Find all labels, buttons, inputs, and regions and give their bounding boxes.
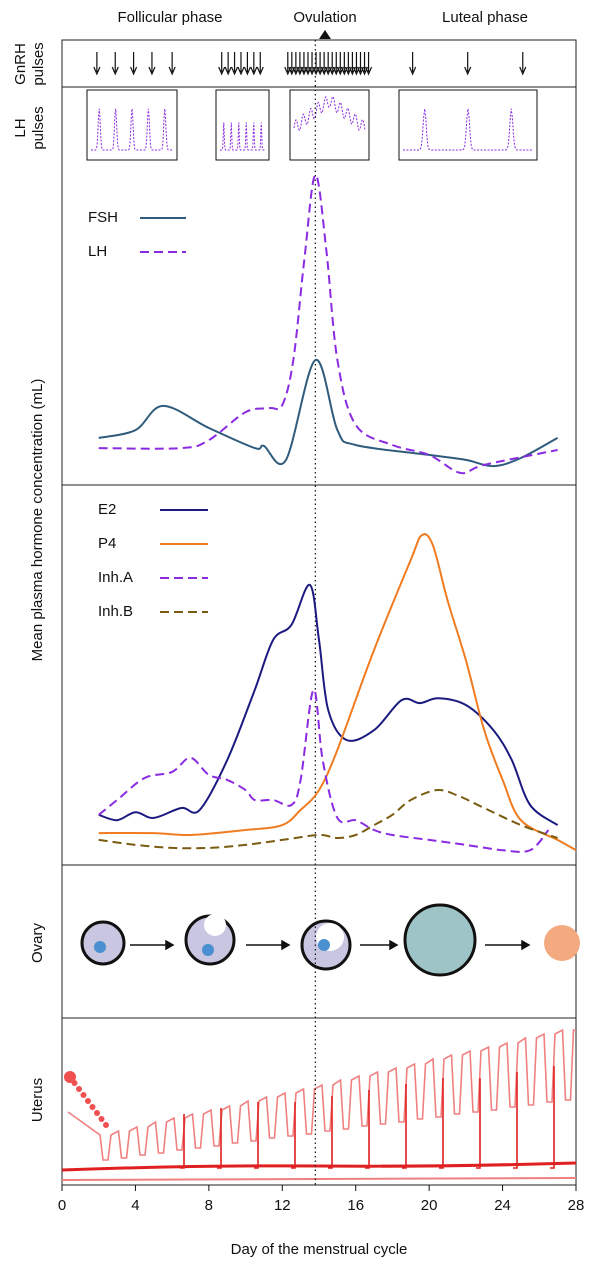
- frames: [61, 39, 577, 1186]
- lh-pulses-label: LH pulses: [12, 106, 47, 149]
- gnrh-pulse: [243, 52, 251, 76]
- spiral-artery: [217, 1108, 222, 1169]
- legend-label: E2: [98, 501, 116, 518]
- row-label: Ovary: [29, 923, 46, 964]
- spiral-artery: [328, 1096, 333, 1169]
- gnrh-pulse: [130, 52, 138, 76]
- series-line: [98, 173, 558, 475]
- gnrh-pulse: [231, 52, 239, 76]
- legend-label: Inh.B: [98, 603, 133, 620]
- gnrh-pulse: [409, 52, 417, 76]
- row-label: pulses: [30, 106, 47, 149]
- spiral-artery: [513, 1072, 518, 1169]
- x-tick-label: 8: [205, 1197, 213, 1214]
- pulse-trace: [91, 108, 173, 151]
- x-tick-label: 4: [131, 1197, 139, 1214]
- x-tick-label: 16: [347, 1197, 364, 1214]
- gnrh-pulse: [93, 52, 101, 76]
- row-label: GnRH: [12, 43, 29, 85]
- gnrh-pulse: [224, 52, 232, 76]
- spiral-artery: [550, 1066, 555, 1169]
- x-tick-label: 0: [58, 1197, 66, 1214]
- legend-label: FSH: [88, 209, 118, 226]
- endometrium-base: [61, 1177, 577, 1181]
- menstrual-debris: [76, 1086, 82, 1092]
- spiral-artery: [439, 1078, 444, 1169]
- menstrual-debris: [80, 1092, 87, 1098]
- spiral-artery: [365, 1090, 370, 1169]
- phase-label: Luteal phase: [442, 9, 528, 26]
- series-line: [98, 788, 558, 850]
- spiral-artery: [402, 1084, 407, 1169]
- ovary-illustration: [80, 903, 580, 977]
- menstrual-debris: [64, 1071, 76, 1083]
- row-label: LH: [12, 118, 29, 137]
- pulse-box: [398, 89, 538, 161]
- phase-label: Follicular phase: [117, 9, 222, 26]
- phase-label: Ovulation: [293, 9, 356, 26]
- spiral-artery: [291, 1102, 296, 1169]
- gnrh-pulse: [237, 52, 245, 76]
- pulse-box: [86, 89, 178, 161]
- x-tick-label: 24: [494, 1197, 511, 1214]
- pulse-box: [289, 89, 370, 161]
- x-tick-label: 12: [274, 1197, 291, 1214]
- uterus-illustration: [61, 1028, 577, 1181]
- menstrual-debris: [98, 1116, 105, 1122]
- row-label: pulses: [30, 42, 47, 85]
- pulse-trace: [293, 96, 366, 132]
- series-line: [98, 688, 550, 853]
- gnrh-pulse: [111, 52, 119, 76]
- spiral-artery: [254, 1102, 259, 1169]
- gnrh-pulse: [168, 52, 176, 76]
- menstrual-debris: [89, 1104, 96, 1110]
- spiral-artery: [180, 1114, 185, 1169]
- y-axis-title: Mean plasma hormone concentration (mL): [29, 379, 46, 662]
- series-line: [98, 359, 559, 468]
- series-line: [98, 583, 559, 826]
- gnrh-label: GnRH pulses: [12, 42, 47, 85]
- menstrual-debris: [103, 1122, 109, 1128]
- gnrh-pulse: [218, 52, 226, 76]
- lh-pulse-boxes: [86, 89, 538, 161]
- x-tick-label: 20: [421, 1197, 438, 1214]
- menstrual-debris: [71, 1080, 78, 1086]
- gnrh-pulse: [250, 52, 258, 76]
- endometrium-base: [61, 1161, 577, 1172]
- ovulation-arrow: [319, 30, 331, 39]
- legend-label: Inh.A: [98, 569, 133, 586]
- pulse-box: [215, 89, 270, 161]
- x-tick-label: 28: [568, 1197, 585, 1214]
- x-axis-title: Day of the menstrual cycle: [231, 1241, 408, 1258]
- pulse-trace: [220, 122, 265, 151]
- frame: [61, 39, 577, 1186]
- gnrh-pulse: [256, 52, 264, 76]
- row-label: Uterus: [29, 1078, 46, 1122]
- menstrual-debris: [94, 1110, 100, 1116]
- gnrh-pulse: [148, 52, 156, 76]
- gnrh-pulse: [519, 52, 527, 76]
- menstrual-debris: [85, 1098, 91, 1104]
- gnrh-pulse: [464, 52, 472, 76]
- spiral-artery: [476, 1078, 481, 1169]
- gnrh-pulse: [365, 52, 373, 76]
- legend-label: LH: [88, 243, 107, 260]
- legend-label: P4: [98, 535, 116, 552]
- pulse-trace: [403, 108, 533, 151]
- endometrium-surface: [67, 1028, 576, 1161]
- series-line: [98, 533, 577, 852]
